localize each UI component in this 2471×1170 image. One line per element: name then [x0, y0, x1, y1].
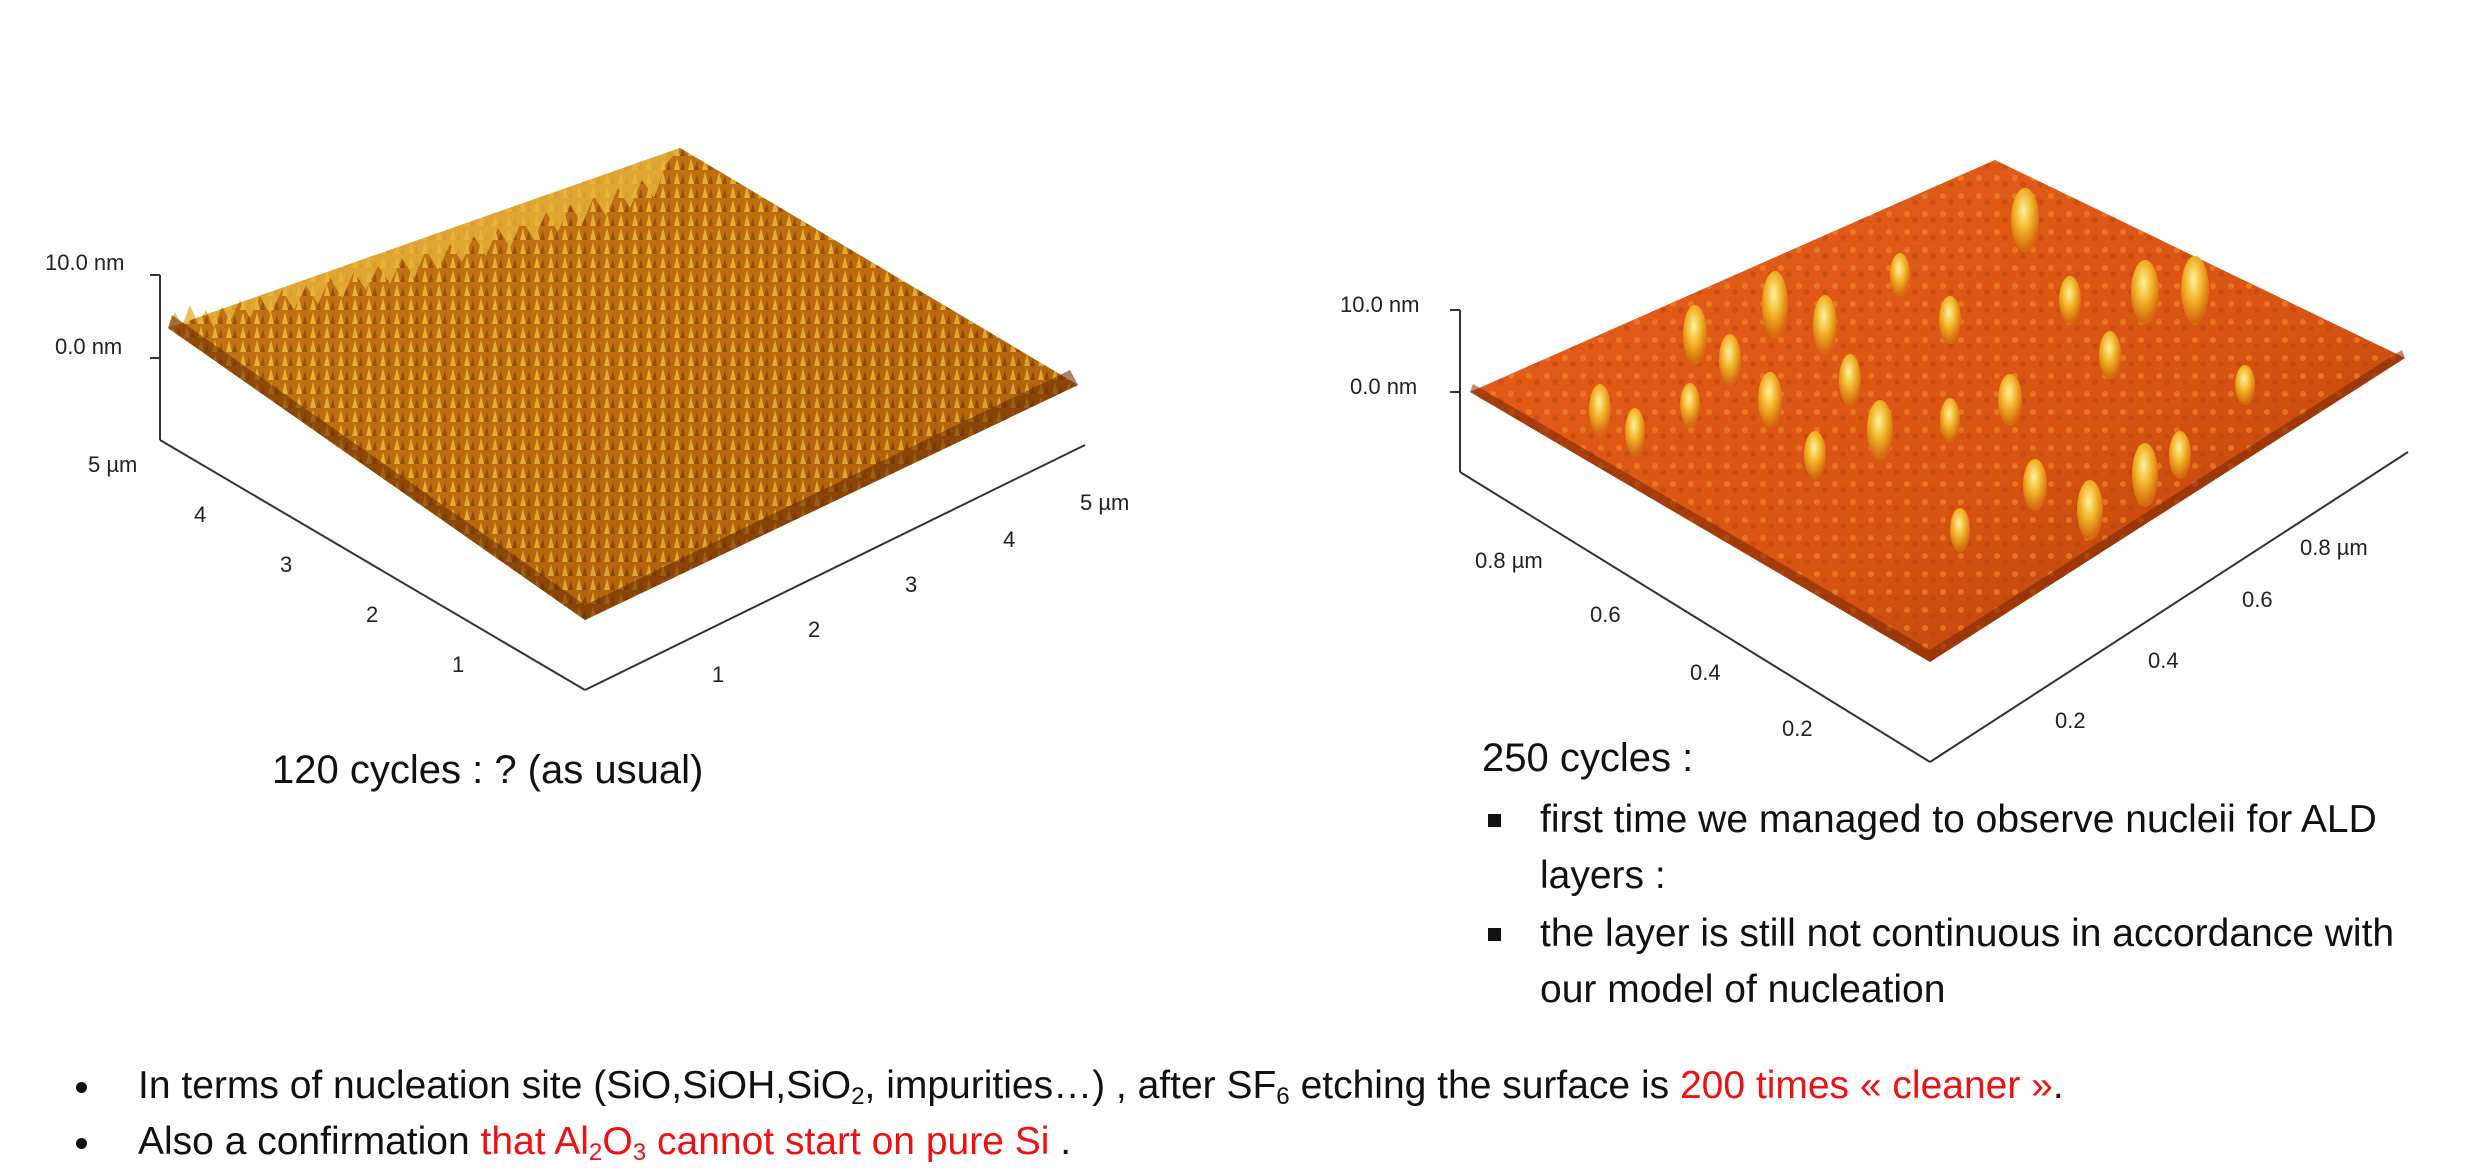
square-bullet-icon — [1488, 814, 1501, 827]
right-z-label-bottom: 0.0 nm — [1350, 374, 1417, 399]
left-x-label-5: 5 µm — [1080, 490, 1129, 515]
right-y-label-06: 0.6 — [1590, 602, 1621, 627]
b1-end: . — [2052, 1064, 2064, 1107]
left-y-label-1: 1 — [452, 652, 464, 677]
b1-sub2: 6 — [1276, 1083, 1290, 1111]
right-x-label-02: 0.2 — [2055, 708, 2086, 733]
b2-red1: that Al — [480, 1120, 589, 1163]
bottom-bullet-2: Also a confirmation that Al2O3 cannot st… — [66, 1114, 2446, 1170]
right-bullet-2-text: the layer is still not continuous in acc… — [1540, 912, 2395, 1011]
b2-end: . — [1049, 1120, 1072, 1163]
left-x-label-2: 2 — [808, 617, 820, 642]
right-x-label-08: 0.8 µm — [2300, 535, 2368, 560]
b2-red2: O — [602, 1120, 633, 1163]
b2-red3: cannot start on pure Si — [646, 1120, 1050, 1163]
right-x-label-06: 0.6 — [2242, 587, 2273, 612]
left-y-label-3: 3 — [280, 552, 292, 577]
left-x-label-1: 1 — [712, 662, 724, 687]
right-y-label-08: 0.8 µm — [1475, 548, 1543, 573]
bottom-bullet-list: In terms of nucleation site (SiO,SiOH,Si… — [66, 1058, 2446, 1170]
afm-left-svg: 10.0 nm 0.0 nm 5 µm 4 3 2 1 1 2 3 4 5 µm — [45, 148, 1129, 691]
left-y-label-2: 2 — [366, 602, 378, 627]
left-y-label-4: 4 — [194, 502, 206, 527]
afm-scan-left: 10.0 nm 0.0 nm 5 µm 4 3 2 1 1 2 3 4 5 µm — [0, 100, 1240, 740]
right-bullet-1: first time we managed to observe nucleii… — [1478, 792, 2438, 904]
right-y-label-04: 0.4 — [1690, 660, 1721, 685]
b1-sub1: 2 — [851, 1083, 865, 1111]
square-bullet-icon — [1488, 928, 1501, 941]
afm-scan-right: 10.0 nm 0.0 nm 0.8 µm 0.6 0.4 0.2 0.2 0.… — [1290, 100, 2470, 780]
right-y-label-02: 0.2 — [1782, 716, 1813, 741]
afm-right-svg: 10.0 nm 0.0 nm 0.8 µm 0.6 0.4 0.2 0.2 0.… — [1340, 160, 2409, 763]
left-z-label-top: 10.0 nm — [45, 250, 125, 275]
bottom-bullet-1: In terms of nucleation site (SiO,SiOH,Si… — [66, 1058, 2446, 1114]
right-caption: 250 cycles : — [1482, 736, 1694, 780]
round-bullet-icon — [76, 1138, 87, 1149]
right-bullet-2: the layer is still not continuous in acc… — [1478, 906, 2438, 1018]
right-bullet-list: first time we managed to observe nucleii… — [1478, 792, 2438, 1020]
b1-post: etching the surface is — [1289, 1064, 1680, 1107]
round-bullet-icon — [76, 1082, 87, 1093]
left-x-label-4: 4 — [1003, 527, 1015, 552]
right-z-label-top: 10.0 nm — [1340, 292, 1420, 317]
left-caption: 120 cycles : ? (as usual) — [272, 748, 704, 792]
left-z-label-bottom: 0.0 nm — [55, 334, 122, 359]
right-bullet-1-text: first time we managed to observe nucleii… — [1540, 798, 2377, 897]
left-x-label-3: 3 — [905, 572, 917, 597]
left-y-label-5: 5 µm — [88, 452, 137, 477]
b1-red: 200 times « cleaner » — [1679, 1064, 2053, 1107]
b1-mid: , impurities…) , after SF — [864, 1064, 1277, 1107]
right-x-label-04: 0.4 — [2148, 648, 2179, 673]
b2-pre: Also a confirmation — [138, 1120, 481, 1163]
b1-pre: In terms of nucleation site (SiO,SiOH,Si… — [138, 1064, 852, 1107]
